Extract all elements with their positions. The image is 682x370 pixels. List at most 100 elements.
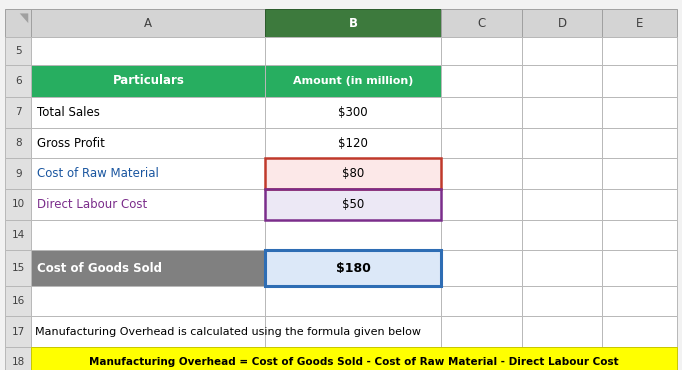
Polygon shape	[20, 13, 28, 23]
Bar	[31, 316, 265, 347]
Bar	[441, 250, 522, 286]
Bar	[522, 97, 602, 128]
Text: 14: 14	[12, 230, 25, 240]
Bar	[31, 37, 265, 65]
Bar	[441, 220, 522, 250]
Bar	[265, 158, 441, 189]
Bar	[5, 250, 31, 286]
Bar	[31, 158, 265, 189]
Bar	[602, 286, 677, 316]
Text: B: B	[349, 17, 358, 30]
Bar	[602, 158, 677, 189]
Bar	[265, 250, 441, 286]
Bar	[522, 316, 602, 347]
Bar	[265, 286, 441, 316]
Bar	[602, 37, 677, 65]
Text: 5: 5	[15, 46, 22, 56]
Text: 9: 9	[15, 169, 22, 179]
Bar	[441, 189, 522, 220]
Bar	[602, 189, 677, 220]
Text: 6: 6	[15, 76, 22, 86]
Bar	[31, 189, 265, 220]
Bar	[602, 97, 677, 128]
Bar	[5, 37, 31, 65]
Bar	[441, 158, 522, 189]
Text: 16: 16	[12, 296, 25, 306]
Bar	[31, 250, 265, 286]
Bar	[31, 347, 677, 370]
Bar	[31, 65, 265, 97]
Bar	[265, 65, 441, 97]
Bar	[522, 286, 602, 316]
Text: 18: 18	[12, 357, 25, 367]
Text: 10: 10	[12, 199, 25, 209]
Bar	[5, 128, 31, 158]
Text: Cost of Raw Material: Cost of Raw Material	[37, 167, 159, 180]
Bar	[522, 220, 602, 250]
Text: $120: $120	[338, 137, 368, 149]
Text: C: C	[477, 17, 486, 30]
Bar	[441, 286, 522, 316]
Text: Amount (in million): Amount (in million)	[293, 76, 413, 86]
Text: $300: $300	[338, 106, 368, 119]
Text: Cost of Goods Sold: Cost of Goods Sold	[37, 262, 162, 275]
Bar	[441, 97, 522, 128]
Bar	[602, 316, 677, 347]
Bar	[5, 220, 31, 250]
Text: Particulars: Particulars	[113, 74, 184, 87]
Bar	[265, 128, 441, 158]
Text: Direct Labour Cost: Direct Labour Cost	[37, 198, 147, 211]
Bar	[265, 220, 441, 250]
Bar	[265, 9, 441, 37]
Bar	[5, 347, 31, 370]
Bar	[5, 189, 31, 220]
Text: Manufacturing Overhead = Cost of Goods Sold - Cost of Raw Material - Direct Labo: Manufacturing Overhead = Cost of Goods S…	[89, 357, 619, 367]
Bar	[5, 158, 31, 189]
Bar	[602, 128, 677, 158]
Bar	[31, 286, 265, 316]
Bar	[31, 128, 265, 158]
Bar	[522, 189, 602, 220]
Bar	[522, 37, 602, 65]
Text: Total Sales: Total Sales	[37, 106, 100, 119]
Bar	[265, 158, 441, 189]
Bar	[522, 158, 602, 189]
Bar	[31, 9, 265, 37]
Text: Manufacturing Overhead is calculated using the formula given below: Manufacturing Overhead is calculated usi…	[35, 327, 421, 337]
Bar	[265, 97, 441, 128]
Text: A: A	[145, 17, 152, 30]
Bar	[602, 220, 677, 250]
Text: 15: 15	[12, 263, 25, 273]
Bar	[441, 37, 522, 65]
Text: E: E	[636, 17, 643, 30]
Bar	[522, 9, 602, 37]
Bar	[5, 316, 31, 347]
Text: 17: 17	[12, 327, 25, 337]
Bar	[31, 97, 265, 128]
Bar	[265, 189, 441, 220]
Text: 7: 7	[15, 107, 22, 117]
Bar	[5, 286, 31, 316]
Text: D: D	[557, 17, 567, 30]
Bar	[522, 250, 602, 286]
Bar	[602, 9, 677, 37]
Bar	[441, 316, 522, 347]
Bar	[265, 189, 441, 220]
Bar	[441, 65, 522, 97]
Text: $50: $50	[342, 198, 364, 211]
Text: $80: $80	[342, 167, 364, 180]
Bar	[522, 65, 602, 97]
Bar	[31, 220, 265, 250]
Bar	[441, 128, 522, 158]
Text: 8: 8	[15, 138, 22, 148]
Bar	[265, 37, 441, 65]
Bar	[441, 9, 522, 37]
Bar	[265, 316, 441, 347]
Bar	[5, 65, 31, 97]
Bar	[602, 250, 677, 286]
Bar	[522, 128, 602, 158]
Bar	[5, 97, 31, 128]
Bar	[265, 250, 441, 286]
Text: $180: $180	[336, 262, 371, 275]
Text: Gross Profit: Gross Profit	[37, 137, 105, 149]
